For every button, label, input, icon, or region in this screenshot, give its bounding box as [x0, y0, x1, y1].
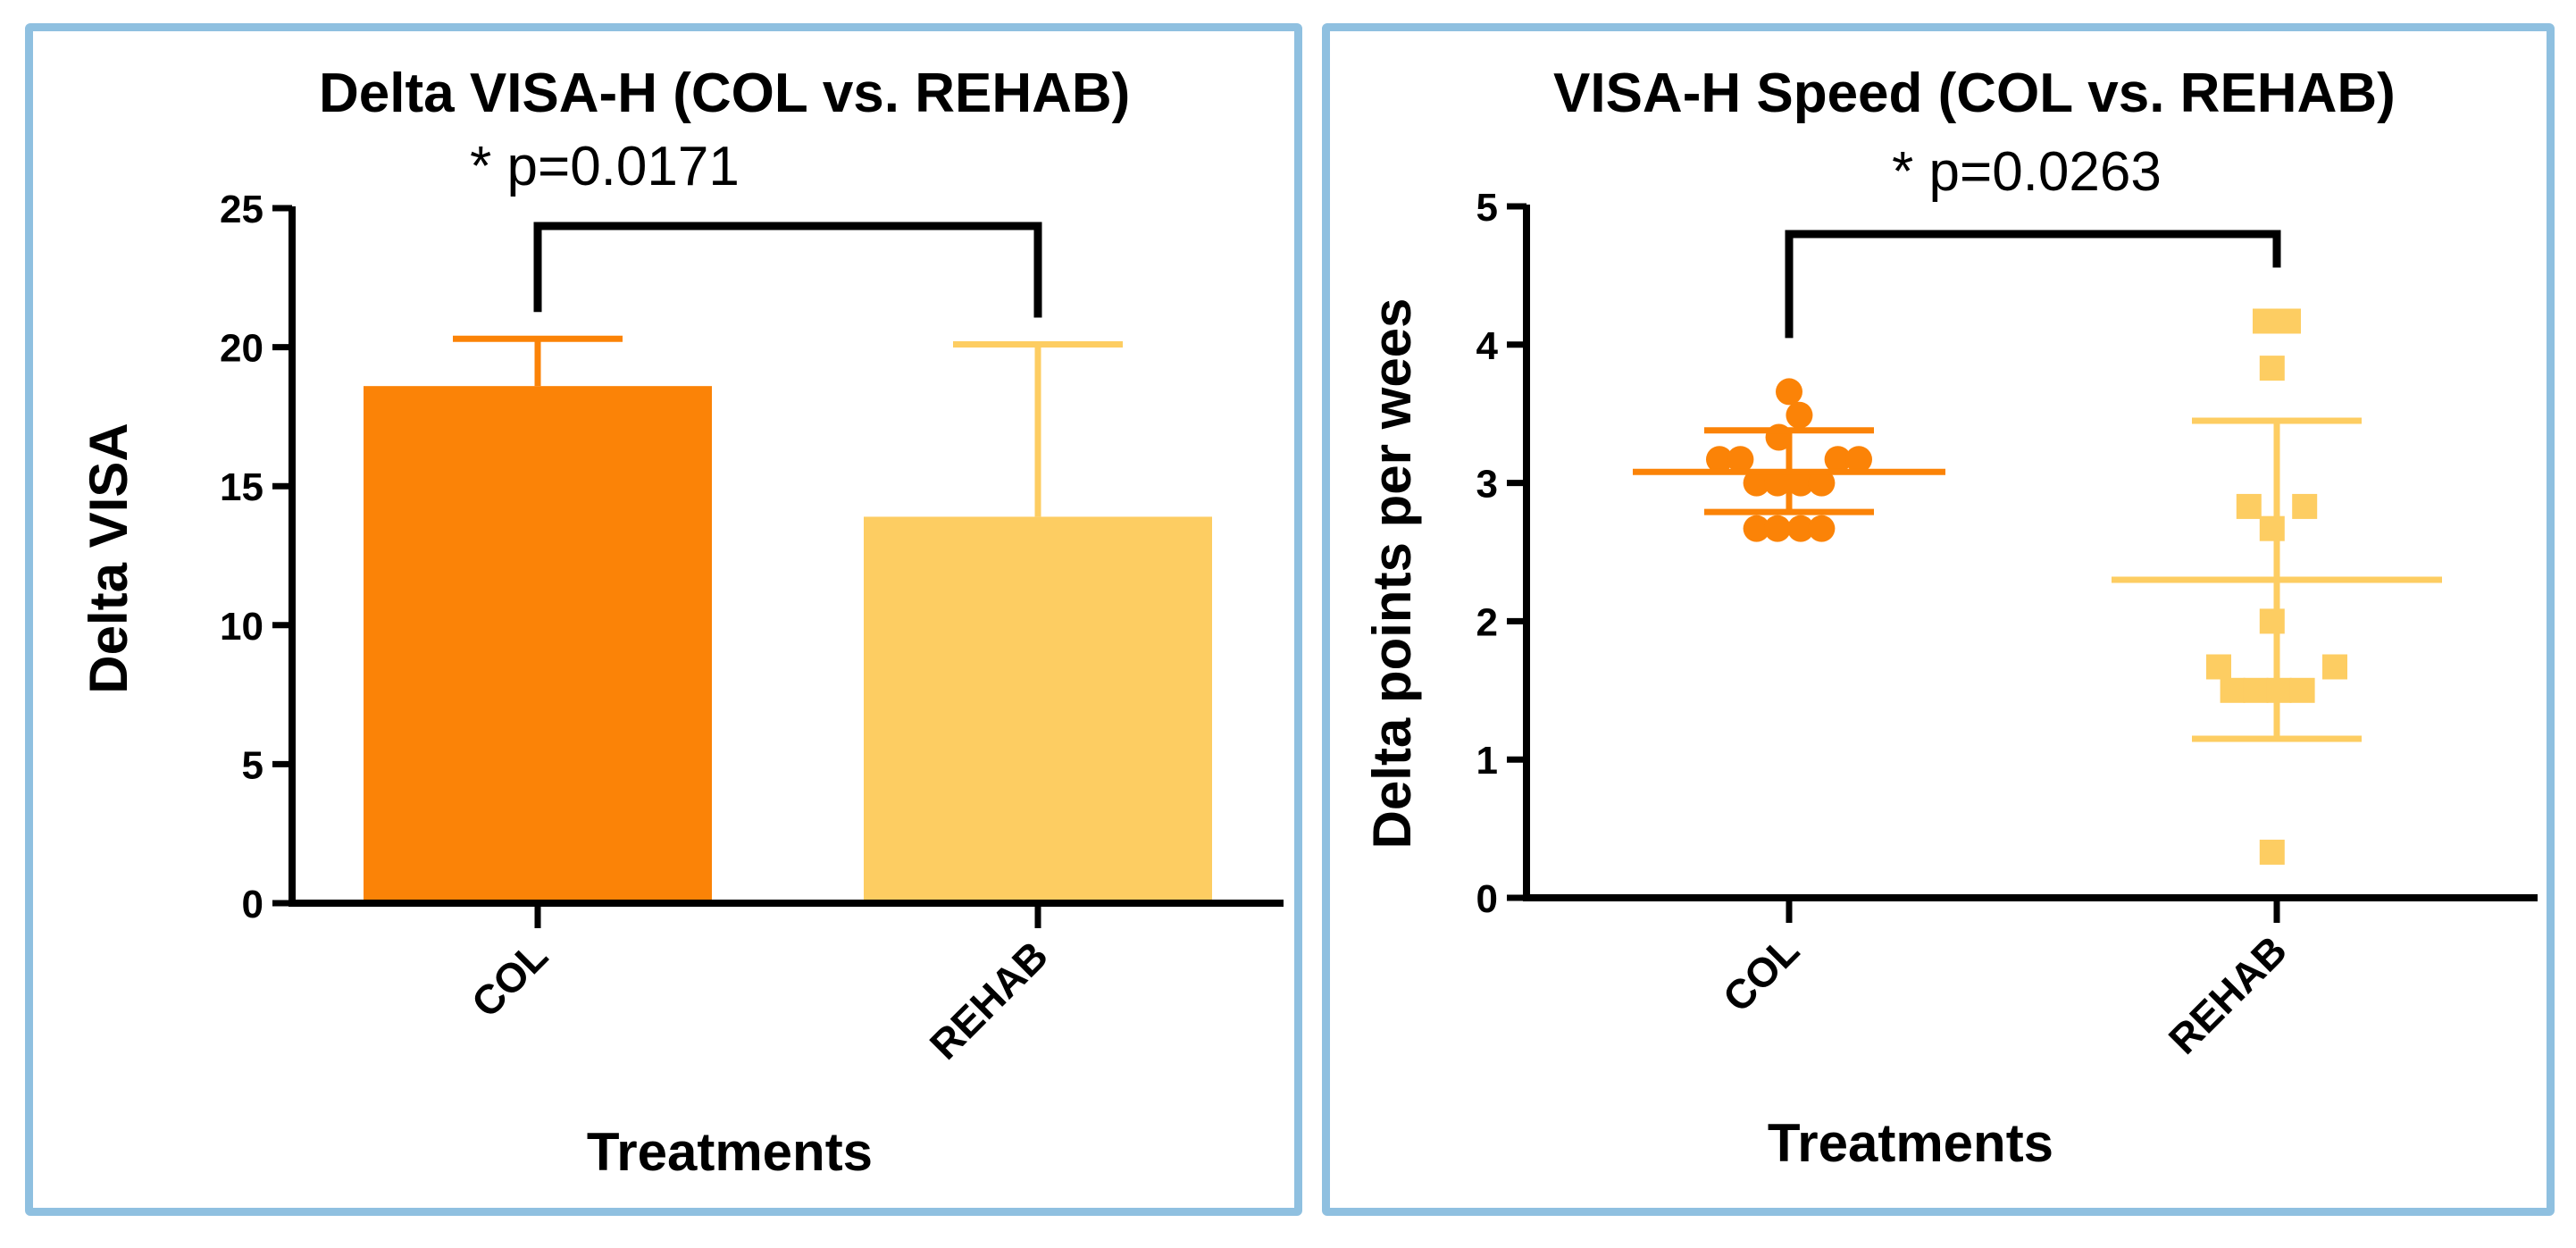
data-point-col: [1808, 469, 1836, 497]
significance-bracket: [533, 222, 1042, 318]
x-axis-label: Treatments: [587, 1122, 873, 1182]
data-point-rehab: [2259, 839, 2285, 865]
y-tick-label: 2: [1476, 600, 1498, 644]
plot-area: 0 5 10 15 20 25 COL REHAB: [220, 188, 1284, 1068]
data-point-rehab: [2259, 608, 2285, 634]
y-tick-label: 15: [220, 465, 263, 509]
data-point-col: [1776, 378, 1802, 406]
p-value-annotation: * p=0.0171: [470, 136, 740, 197]
x-tick-label-rehab: REHAB: [2160, 926, 2296, 1062]
data-point-col: [1743, 515, 1770, 542]
x-axis-label: Treatments: [1768, 1113, 2053, 1173]
right-chart-panel: VISA-H Speed (COL vs. REHAB) * p=0.0263 …: [1322, 23, 2555, 1216]
x-tick-label-col: COL: [1714, 926, 1808, 1020]
data-point-rehab: [2236, 493, 2262, 519]
y-tick-label: 25: [220, 188, 263, 231]
y-axis-label: Delta VISA: [79, 423, 138, 693]
data-point-rehab: [2206, 654, 2231, 680]
data-point-rehab: [2220, 677, 2246, 703]
y-tick-label: 20: [220, 327, 263, 371]
data-point-col: [1845, 446, 1872, 473]
p-value-annotation: * p=0.0263: [1892, 141, 2162, 203]
chart-title: VISA-H Speed (COL vs. REHAB): [1553, 63, 2396, 124]
data-point-col: [1764, 515, 1791, 542]
data-point-col: [1764, 469, 1791, 497]
y-tick-label: 5: [242, 743, 263, 787]
y-tick-label: 10: [220, 605, 263, 649]
y-tick-label: 0: [242, 883, 263, 926]
data-point-rehab: [2259, 356, 2285, 381]
y-axis-label: Delta points per wees: [1362, 298, 1422, 850]
data-point-col: [1824, 446, 1852, 473]
data-point-rehab: [2259, 515, 2285, 541]
y-tick-label: 0: [1476, 877, 1498, 921]
data-point-rehab: [2243, 677, 2269, 703]
x-tick-label-col: COL: [463, 932, 556, 1026]
bar-col: [364, 386, 712, 904]
data-point-col: [1808, 515, 1836, 542]
x-tick-label-rehab: REHAB: [921, 932, 1057, 1068]
y-tick-label: 4: [1476, 324, 1499, 368]
data-point-col: [1727, 446, 1754, 473]
data-point-rehab: [2276, 308, 2301, 334]
y-tick-label: 5: [1476, 186, 1498, 230]
data-point-col: [1743, 469, 1770, 497]
data-point-col: [1787, 469, 1814, 497]
bar-rehab: [864, 516, 1212, 903]
data-point-col: [1786, 401, 1813, 429]
data-point-rehab: [2292, 493, 2318, 519]
plot-area: 0 1 2 3 4 5 COL REHAB: [1476, 186, 2538, 1063]
chart-title: Delta VISA-H (COL vs. REHAB): [319, 63, 1130, 124]
significance-bracket: [1785, 230, 2281, 339]
y-tick-label: 1: [1476, 739, 1498, 783]
scatter-chart: VISA-H Speed (COL vs. REHAB) * p=0.0263 …: [1362, 63, 2538, 1173]
data-point-rehab: [2322, 654, 2347, 680]
left-chart-panel: Delta VISA-H (COL vs. REHAB) * p=0.0171 …: [25, 23, 1302, 1216]
y-tick-label: 3: [1476, 463, 1498, 507]
bar-chart: Delta VISA-H (COL vs. REHAB) * p=0.0171 …: [79, 63, 1284, 1182]
data-point-rehab: [2253, 308, 2278, 334]
data-point-rehab: [2289, 677, 2315, 703]
data-point-col: [1706, 446, 1733, 473]
data-point-col: [1787, 515, 1814, 542]
